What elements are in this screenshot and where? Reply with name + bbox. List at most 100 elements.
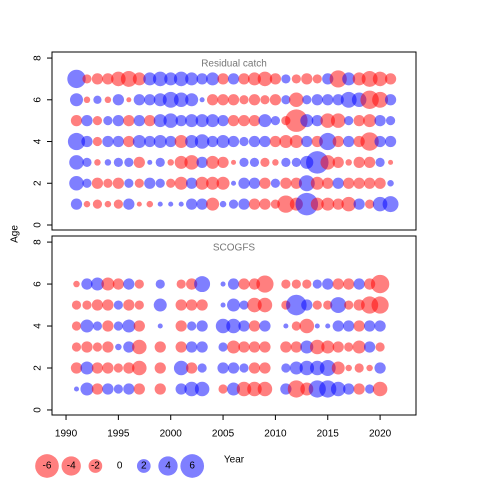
- bubble: [247, 72, 261, 86]
- bubble: [374, 320, 386, 332]
- bubble: [289, 361, 303, 375]
- bubble: [238, 177, 250, 189]
- x-tick-label: 2000: [160, 429, 183, 440]
- legend-bubble: [136, 459, 151, 473]
- bubble: [344, 300, 354, 310]
- bubble: [228, 199, 239, 209]
- y-tick-label: 8: [33, 55, 44, 61]
- bubble: [239, 136, 249, 147]
- bubble: [67, 69, 86, 89]
- x-tick-label: 2015: [317, 429, 340, 440]
- bubble: [166, 178, 176, 188]
- bubble: [312, 300, 322, 310]
- bubble: [365, 199, 375, 209]
- bubble: [374, 115, 386, 127]
- bubble: [257, 71, 273, 87]
- bubble: [123, 278, 135, 290]
- bubble: [123, 383, 135, 395]
- legend-bubble: [180, 454, 205, 478]
- bubble: [353, 383, 365, 395]
- bubble: [320, 155, 336, 170]
- bubble: [270, 116, 281, 126]
- bubble: [372, 381, 388, 397]
- bubble: [312, 74, 322, 84]
- bubble: [301, 73, 313, 85]
- bubble: [80, 361, 94, 375]
- bubble: [102, 299, 114, 311]
- bubble: [360, 132, 379, 151]
- bubble: [146, 200, 154, 208]
- legend-bubble: [35, 454, 59, 478]
- bubble: [280, 177, 292, 189]
- bubble: [272, 159, 279, 166]
- bubble: [71, 342, 82, 352]
- bubble: [281, 157, 291, 167]
- bubble: [384, 94, 397, 106]
- bubble: [343, 320, 355, 332]
- bubble: [83, 96, 91, 104]
- bubble: [199, 97, 205, 103]
- bubble: [227, 382, 241, 396]
- bubble: [247, 381, 262, 397]
- bubble: [196, 320, 208, 332]
- bubble: [259, 341, 271, 353]
- bubble: [343, 135, 355, 148]
- bubble: [196, 198, 208, 210]
- bubble: [217, 115, 229, 127]
- bubble: [366, 364, 373, 372]
- bubble: [343, 278, 355, 290]
- bubble: [227, 298, 241, 312]
- bubble: [154, 341, 166, 353]
- bubble: [92, 342, 103, 352]
- bubble: [217, 73, 229, 85]
- bubble: [132, 360, 147, 376]
- bubble: [83, 200, 91, 208]
- bubble: [281, 74, 291, 84]
- bubble: [113, 300, 123, 310]
- bubble: [299, 360, 315, 376]
- bubble: [269, 135, 282, 148]
- bubble: [238, 198, 250, 210]
- bubble: [299, 318, 315, 334]
- x-tick-label: 2005: [212, 429, 235, 440]
- bubble: [80, 319, 94, 333]
- bubble: [133, 156, 145, 169]
- bubble: [81, 135, 93, 148]
- bubble: [178, 201, 184, 207]
- bubble: [185, 114, 199, 128]
- bubble: [126, 97, 132, 103]
- bubble: [113, 199, 123, 209]
- bubble: [155, 279, 165, 289]
- bubble: [323, 300, 333, 310]
- bubble: [219, 200, 227, 208]
- bubble: [269, 94, 282, 106]
- bubble: [168, 201, 174, 207]
- bubble: [67, 132, 86, 151]
- bubble: [133, 320, 145, 332]
- bubble: [279, 135, 293, 149]
- x-axis-label: Year: [224, 455, 245, 466]
- bubble: [248, 135, 261, 148]
- bubble: [300, 340, 314, 354]
- bubble: [102, 320, 114, 332]
- bubble: [375, 342, 385, 352]
- bubble: [82, 157, 92, 167]
- bubble: [322, 94, 334, 106]
- bubble: [227, 135, 240, 148]
- bubble: [302, 95, 312, 105]
- bubble: [259, 177, 271, 189]
- bubble: [248, 320, 261, 332]
- bubble: [186, 198, 198, 210]
- bubble: [157, 323, 163, 329]
- bubble: [341, 196, 356, 212]
- bubble: [372, 71, 388, 87]
- bubble: [102, 341, 114, 353]
- bubble: [365, 384, 375, 394]
- bubble: [132, 135, 146, 149]
- bubble: [92, 321, 103, 331]
- bubble: [134, 178, 144, 188]
- bubble: [186, 362, 198, 374]
- bubble: [283, 323, 289, 329]
- bubble: [226, 318, 241, 334]
- bubble: [238, 115, 250, 127]
